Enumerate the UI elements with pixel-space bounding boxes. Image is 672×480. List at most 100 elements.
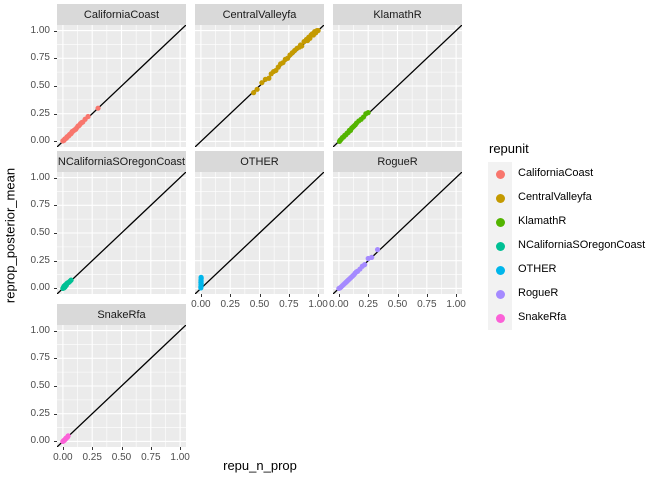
- y-tick-label: 0.50: [30, 227, 50, 238]
- facet-strip-RogueR: RogueR: [333, 151, 462, 172]
- facet-strip-SnakeRfa: SnakeRfa: [57, 304, 186, 325]
- scatter-point: [266, 75, 272, 81]
- x-axis-title: repu_n_prop: [223, 458, 297, 473]
- points-layer: [336, 110, 371, 145]
- y-tick-label: 0.00: [30, 282, 50, 294]
- grid-lines: [57, 172, 186, 294]
- scatter-point: [315, 27, 321, 34]
- legend-entry-label: SnakeRfa: [518, 311, 567, 323]
- legend-entry-label: KlamathR: [518, 215, 567, 227]
- facet-strip-CaliforniaCoast: CaliforniaCoast: [57, 4, 186, 25]
- points-layer: [60, 277, 74, 292]
- y-tick-label: 0.00: [30, 435, 50, 447]
- legend-color-dot: [495, 169, 505, 179]
- x-tick-mark: [150, 447, 152, 450]
- facet-panel-RogueR: [333, 172, 462, 294]
- x-tick-mark: [368, 294, 370, 297]
- legend-color-dot: [495, 265, 505, 275]
- points-layer: [198, 274, 204, 291]
- x-tick-mark: [92, 447, 94, 450]
- y-tick-mark: [54, 58, 57, 60]
- x-tick-mark: [121, 447, 123, 450]
- y-tick-label: 0.25: [30, 254, 50, 266]
- x-tick-mark: [426, 294, 428, 297]
- y-tick-mark: [54, 288, 57, 290]
- x-tick-mark: [230, 294, 232, 297]
- x-tick-label: 0.50: [387, 299, 408, 310]
- scatter-point: [362, 262, 368, 268]
- identity-line: [57, 325, 186, 447]
- legend-entry-label: CentralValleyfa: [518, 191, 592, 203]
- y-tick-mark: [54, 113, 57, 115]
- x-tick-mark: [288, 294, 290, 297]
- x-tick-mark: [62, 447, 64, 450]
- scatter-point: [68, 277, 74, 283]
- y-tick-mark: [54, 441, 57, 443]
- facet-panel-CaliforniaCoast: [57, 25, 186, 147]
- scatter-point: [259, 80, 265, 86]
- scatter-point: [374, 247, 381, 253]
- y-tick-label: 0.75: [30, 352, 50, 364]
- y-tick-label: 0.50: [30, 80, 50, 91]
- identity-line: [57, 172, 186, 294]
- identity-line: [195, 172, 324, 294]
- x-tick-label: 1.00: [170, 452, 190, 463]
- legend-key: [488, 306, 512, 330]
- legend-color-dot: [495, 241, 505, 251]
- x-tick-label: 0.25: [358, 299, 378, 310]
- y-tick-label: 1.00: [30, 24, 50, 36]
- y-tick-label: 0.00: [30, 135, 50, 147]
- x-tick-label: 0.00: [191, 299, 211, 310]
- scatter-point: [198, 274, 204, 280]
- facet-strip-OTHER: OTHER: [195, 151, 324, 172]
- y-tick-label: 0.75: [30, 199, 50, 211]
- x-tick-label: 0.25: [220, 299, 240, 310]
- y-tick-label: 0.50: [30, 380, 50, 391]
- points-layer: [336, 247, 381, 292]
- y-tick-label: 0.25: [30, 107, 50, 119]
- scatter-point: [369, 254, 375, 260]
- legend-entry-label: NCaliforniaSOregonCoast: [518, 239, 646, 251]
- legend-color-dot: [495, 193, 505, 203]
- x-tick-mark: [200, 294, 202, 297]
- facet-strip-KlamathR: KlamathR: [333, 4, 462, 25]
- facet-panel-OTHER: [195, 172, 324, 294]
- x-tick-label: 0.75: [279, 299, 299, 310]
- scatter-point: [85, 113, 91, 120]
- y-tick-mark: [54, 141, 57, 143]
- y-tick-mark: [54, 86, 57, 87]
- grid-lines: [57, 25, 186, 147]
- legend-color-dot: [495, 313, 505, 323]
- facet-panel-KlamathR: [333, 25, 462, 147]
- y-tick-mark: [54, 386, 57, 387]
- points-layer: [60, 433, 71, 445]
- x-tick-mark: [338, 294, 340, 297]
- x-tick-mark: [397, 294, 399, 297]
- scatter-point: [254, 86, 260, 92]
- scatter-point: [365, 110, 371, 116]
- legend-key: [488, 210, 512, 234]
- legend-key: [488, 162, 512, 186]
- y-tick-mark: [54, 330, 57, 332]
- legend-title: repunit: [489, 141, 529, 156]
- scatter-point: [95, 105, 101, 111]
- y-tick-mark: [54, 358, 57, 360]
- y-tick-label: 1.00: [30, 171, 50, 183]
- x-tick-label: 0.75: [417, 299, 437, 310]
- grid-lines: [195, 172, 324, 294]
- y-tick-mark: [54, 413, 57, 415]
- y-tick-label: 1.00: [30, 324, 50, 336]
- x-tick-mark: [456, 294, 458, 297]
- grid-lines: [333, 172, 462, 294]
- x-tick-label: 0.00: [329, 299, 349, 310]
- x-tick-mark: [318, 294, 320, 297]
- legend-entry-label: RogueR: [518, 287, 559, 299]
- facet-panel-SnakeRfa: [57, 325, 186, 447]
- scatter-point: [65, 433, 71, 439]
- x-tick-label: 0.25: [82, 452, 102, 463]
- scatter-point: [251, 90, 257, 96]
- facet-panel-CentralValleyfa: [195, 25, 324, 147]
- y-tick-mark: [54, 30, 57, 32]
- y-tick-label: 0.25: [30, 407, 50, 419]
